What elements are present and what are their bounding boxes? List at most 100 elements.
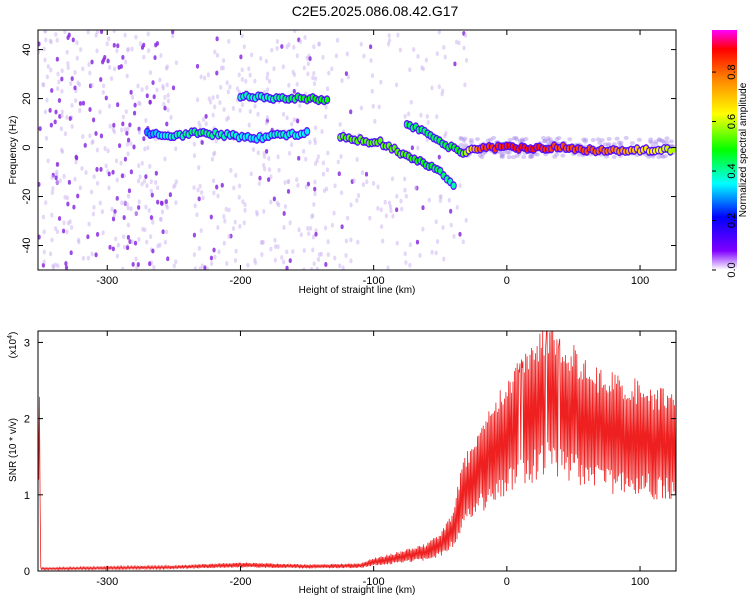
- snr-panel: -300 -200 -100 0 100 0 1 2 3 Height of straight…: [7, 330, 677, 596]
- speckle-cell: [292, 88, 296, 94]
- snr-y-tick-label: 3: [24, 337, 30, 349]
- speckle-cell: [276, 154, 280, 160]
- speckle-cell: [88, 107, 92, 112]
- speckle-cell: [125, 141, 130, 147]
- speckle-cell: [88, 133, 92, 139]
- speckle-cell: [133, 240, 138, 246]
- speckle-cell: [114, 158, 119, 164]
- speckle-cell: [131, 261, 135, 267]
- speckle-cell: [48, 38, 53, 44]
- speckle-cell: [200, 140, 204, 145]
- speckle-cell: [172, 263, 176, 269]
- speckle-cell: [136, 83, 140, 89]
- speckle-cell: [173, 182, 177, 188]
- speckle-cell: [117, 143, 122, 149]
- speckle-cell: [86, 234, 90, 240]
- speckle-cell: [325, 86, 330, 92]
- speckle-cell: [91, 211, 96, 217]
- speckle-cell: [111, 127, 115, 132]
- speckle-cell: [387, 33, 391, 38]
- speckle-cell: [424, 57, 428, 63]
- speckle-cell: [344, 238, 348, 244]
- speckle-cell: [54, 175, 58, 181]
- speckle-cell: [122, 234, 126, 240]
- speckle-cell: [298, 39, 302, 45]
- speckle-cell: [209, 214, 213, 220]
- speckle-cell: [260, 252, 264, 257]
- speckle-cell: [360, 170, 365, 175]
- ridge-mark: [451, 182, 456, 189]
- speckle-cell: [507, 137, 513, 142]
- speckle-cell: [313, 191, 317, 197]
- speckle-cell: [344, 71, 349, 76]
- speckle-cell: [201, 117, 206, 122]
- speckle-cell: [158, 216, 163, 222]
- speckle-cell: [251, 147, 256, 152]
- speckle-cell: [86, 30, 90, 35]
- speckle-cell: [127, 188, 132, 194]
- speckle-cell: [74, 98, 78, 103]
- speckle-cell: [339, 154, 343, 159]
- speckle-cell: [449, 208, 453, 214]
- speckle-cell: [151, 248, 155, 254]
- speckle-cell: [480, 151, 486, 156]
- spectrogram-x-tick-label: -300: [96, 275, 118, 287]
- speckle-cell: [38, 41, 41, 47]
- speckle-cell: [204, 113, 208, 119]
- snr-y-tick-label: 0: [24, 566, 30, 578]
- speckle-cell: [195, 212, 199, 218]
- speckle-cell: [324, 262, 328, 267]
- speckle-cell: [275, 39, 280, 44]
- speckle-cell: [345, 51, 349, 57]
- speckle-cell: [124, 109, 128, 115]
- speckle-cell: [73, 176, 77, 182]
- speckle-cell: [280, 255, 284, 260]
- speckle-cell: [201, 195, 205, 201]
- speckle-cell: [409, 99, 413, 105]
- speckle-cell: [395, 193, 399, 199]
- speckle-cell: [602, 142, 608, 147]
- speckle-cell: [542, 139, 548, 144]
- speckle-cell: [91, 139, 95, 144]
- speckle-cell: [659, 153, 665, 158]
- colorbar-tick-label: 0.4: [726, 163, 738, 178]
- speckle-cell: [107, 36, 111, 42]
- speckle-cell: [438, 194, 442, 200]
- speckle-cell: [54, 109, 58, 115]
- speckle-cell: [129, 206, 133, 212]
- speckle-cell: [129, 89, 133, 95]
- speckle-cell: [277, 202, 281, 208]
- speckle-cell: [137, 199, 141, 205]
- colorbar-tick-label: 0.0: [726, 262, 738, 277]
- speckle-cell: [660, 138, 666, 143]
- speckle-cell: [145, 93, 149, 99]
- speckle-cell: [68, 219, 72, 225]
- speckle-cell: [203, 75, 207, 81]
- speckle-cell: [477, 153, 483, 158]
- speckle-cell: [99, 30, 104, 35]
- ridge-mark: [671, 147, 676, 153]
- speckle-cell: [58, 178, 62, 184]
- speckle-cell: [142, 54, 146, 60]
- speckle-cell: [160, 209, 165, 215]
- speckle-cell: [226, 89, 230, 95]
- spectrogram-frame: [37, 29, 677, 271]
- speckle-cell: [256, 150, 260, 156]
- speckle-cell: [56, 71, 60, 77]
- speckle-cell: [273, 244, 278, 249]
- speckle-cell: [215, 94, 220, 100]
- speckle-cell: [75, 55, 79, 61]
- speckle-cell: [373, 118, 377, 124]
- speckle-cell: [205, 267, 210, 270]
- speckle-cell: [70, 103, 74, 108]
- speckle-cell: [265, 115, 269, 121]
- speckle-cell: [174, 200, 178, 206]
- snr-scale-label: (x104): [7, 332, 19, 359]
- snr-x-tick-label: -100: [363, 576, 385, 588]
- speckle-cell: [325, 167, 330, 173]
- speckle-cell: [134, 256, 138, 262]
- spectrogram-y-tick-label: 20: [21, 92, 33, 104]
- speckle-cell: [474, 137, 480, 142]
- speckle-cell: [110, 206, 114, 212]
